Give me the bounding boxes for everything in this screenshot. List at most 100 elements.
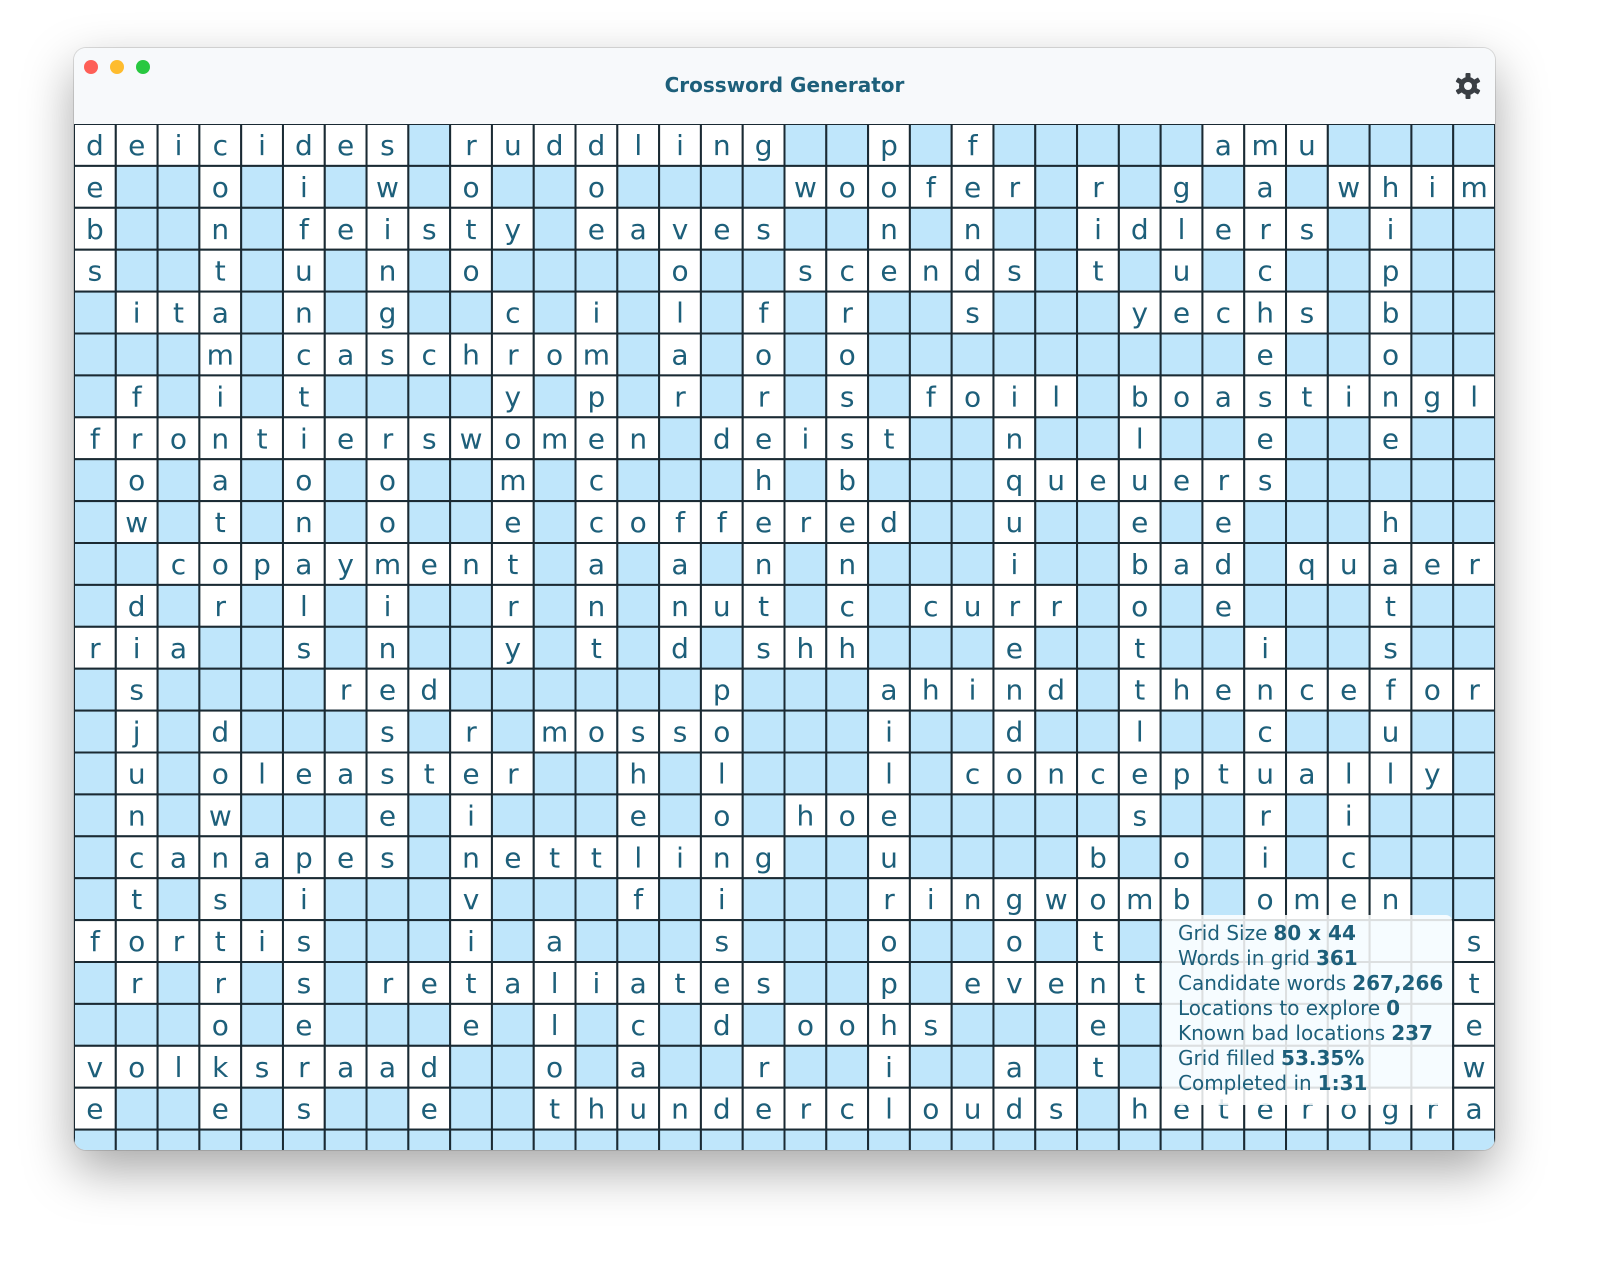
empty-cell bbox=[908, 290, 953, 335]
cell-letter: u bbox=[1340, 548, 1358, 581]
letter-cell bbox=[1159, 290, 1204, 335]
letter-cell bbox=[198, 961, 243, 1005]
cell-letter: l bbox=[1387, 757, 1395, 790]
cell-letter: e bbox=[504, 841, 521, 874]
letter-cell bbox=[992, 458, 1037, 503]
cell-letter: a bbox=[337, 757, 354, 790]
empty-cell bbox=[1201, 248, 1246, 293]
empty-cell bbox=[783, 709, 828, 754]
cell-letter: u bbox=[1173, 255, 1191, 288]
cell-letter: f bbox=[90, 422, 101, 455]
letter-cell bbox=[574, 206, 619, 251]
cell-letter: r bbox=[758, 380, 770, 413]
empty-cell bbox=[1034, 500, 1079, 545]
cell-letter: o bbox=[797, 1009, 814, 1042]
cell-letter: l bbox=[1136, 716, 1144, 749]
empty-cell bbox=[699, 458, 744, 503]
empty-cell bbox=[323, 500, 368, 545]
empty-cell bbox=[1452, 793, 1495, 838]
letter-cell bbox=[1410, 542, 1455, 586]
empty-cell bbox=[741, 1128, 786, 1150]
letter-cell bbox=[741, 374, 786, 419]
cell-letter: t bbox=[215, 925, 226, 958]
empty-cell bbox=[1326, 416, 1371, 461]
empty-cell bbox=[1076, 542, 1120, 586]
letter-cell bbox=[741, 458, 786, 503]
cell-letter: e bbox=[421, 548, 438, 581]
empty-cell bbox=[741, 248, 786, 293]
letter-cell bbox=[992, 1044, 1037, 1089]
cell-letter: t bbox=[173, 297, 184, 330]
empty-cell bbox=[1159, 625, 1204, 670]
empty-cell bbox=[1452, 877, 1495, 922]
cell-letter: d bbox=[713, 1009, 731, 1042]
empty-cell bbox=[1034, 835, 1079, 880]
letter-cell bbox=[281, 458, 326, 503]
empty-cell bbox=[323, 961, 368, 1005]
cell-letter: a bbox=[170, 841, 187, 874]
empty-cell bbox=[490, 248, 535, 293]
minimize-button[interactable] bbox=[110, 60, 124, 74]
empty-cell bbox=[867, 583, 911, 628]
cell-letter: n bbox=[1089, 967, 1107, 1000]
cell-letter: e bbox=[1131, 506, 1148, 539]
cell-letter: u bbox=[128, 757, 146, 790]
letter-cell bbox=[992, 164, 1037, 209]
cell-letter: i bbox=[467, 799, 475, 832]
letter-cell bbox=[1076, 1044, 1120, 1089]
empty-cell bbox=[658, 416, 702, 461]
cell-letter: e bbox=[880, 255, 897, 288]
empty-cell bbox=[74, 332, 117, 377]
cell-letter: e bbox=[421, 967, 438, 1000]
cell-letter: e bbox=[337, 129, 354, 162]
empty-cell bbox=[1368, 793, 1413, 838]
cell-letter: n bbox=[713, 841, 731, 874]
cell-letter: n bbox=[128, 799, 146, 832]
cell-letter: c bbox=[296, 338, 311, 371]
cell-letter: o bbox=[588, 716, 605, 749]
empty-cell bbox=[1285, 458, 1329, 503]
cell-letter: r bbox=[507, 757, 519, 790]
empty-cell bbox=[74, 458, 117, 503]
cell-letter: i bbox=[1345, 380, 1353, 413]
cell-letter: n bbox=[1382, 380, 1400, 413]
empty-cell bbox=[1410, 877, 1455, 922]
cell-letter: u bbox=[713, 590, 731, 623]
cell-letter: m bbox=[499, 464, 526, 497]
empty-cell bbox=[114, 206, 159, 251]
empty-cell bbox=[783, 751, 828, 796]
cell-letter: i bbox=[258, 925, 266, 958]
empty-cell bbox=[1285, 1128, 1329, 1150]
cell-letter: l bbox=[300, 590, 308, 623]
letter-cell bbox=[114, 290, 159, 335]
empty-cell bbox=[658, 919, 702, 963]
cell-letter: v bbox=[463, 883, 480, 916]
empty-cell bbox=[240, 290, 284, 335]
empty-cell bbox=[74, 751, 117, 796]
empty-cell bbox=[699, 248, 744, 293]
zoom-button[interactable] bbox=[136, 60, 150, 74]
empty-cell bbox=[74, 542, 117, 586]
cell-letter: c bbox=[1341, 841, 1356, 874]
stat-label: Known bad locations bbox=[1178, 1021, 1386, 1045]
letter-cell bbox=[1243, 877, 1288, 922]
cell-letter: g bbox=[1005, 883, 1023, 916]
letter-cell bbox=[281, 1002, 326, 1047]
letter-cell bbox=[323, 542, 368, 586]
empty-cell bbox=[1117, 1002, 1162, 1047]
cell-letter: t bbox=[1092, 255, 1103, 288]
empty-cell bbox=[74, 793, 117, 838]
letter-cell bbox=[281, 1044, 326, 1089]
empty-cell bbox=[908, 458, 953, 503]
empty-cell bbox=[1285, 500, 1329, 545]
empty-cell bbox=[1159, 793, 1204, 838]
empty-cell bbox=[867, 625, 911, 670]
empty-cell bbox=[992, 835, 1037, 880]
letter-cell bbox=[1076, 961, 1120, 1005]
empty-cell bbox=[825, 1044, 870, 1089]
cell-letter: s bbox=[756, 967, 771, 1000]
cell-letter: e bbox=[588, 213, 605, 246]
close-button[interactable] bbox=[84, 60, 98, 74]
settings-button[interactable] bbox=[1454, 72, 1482, 100]
cell-letter: n bbox=[838, 548, 856, 581]
